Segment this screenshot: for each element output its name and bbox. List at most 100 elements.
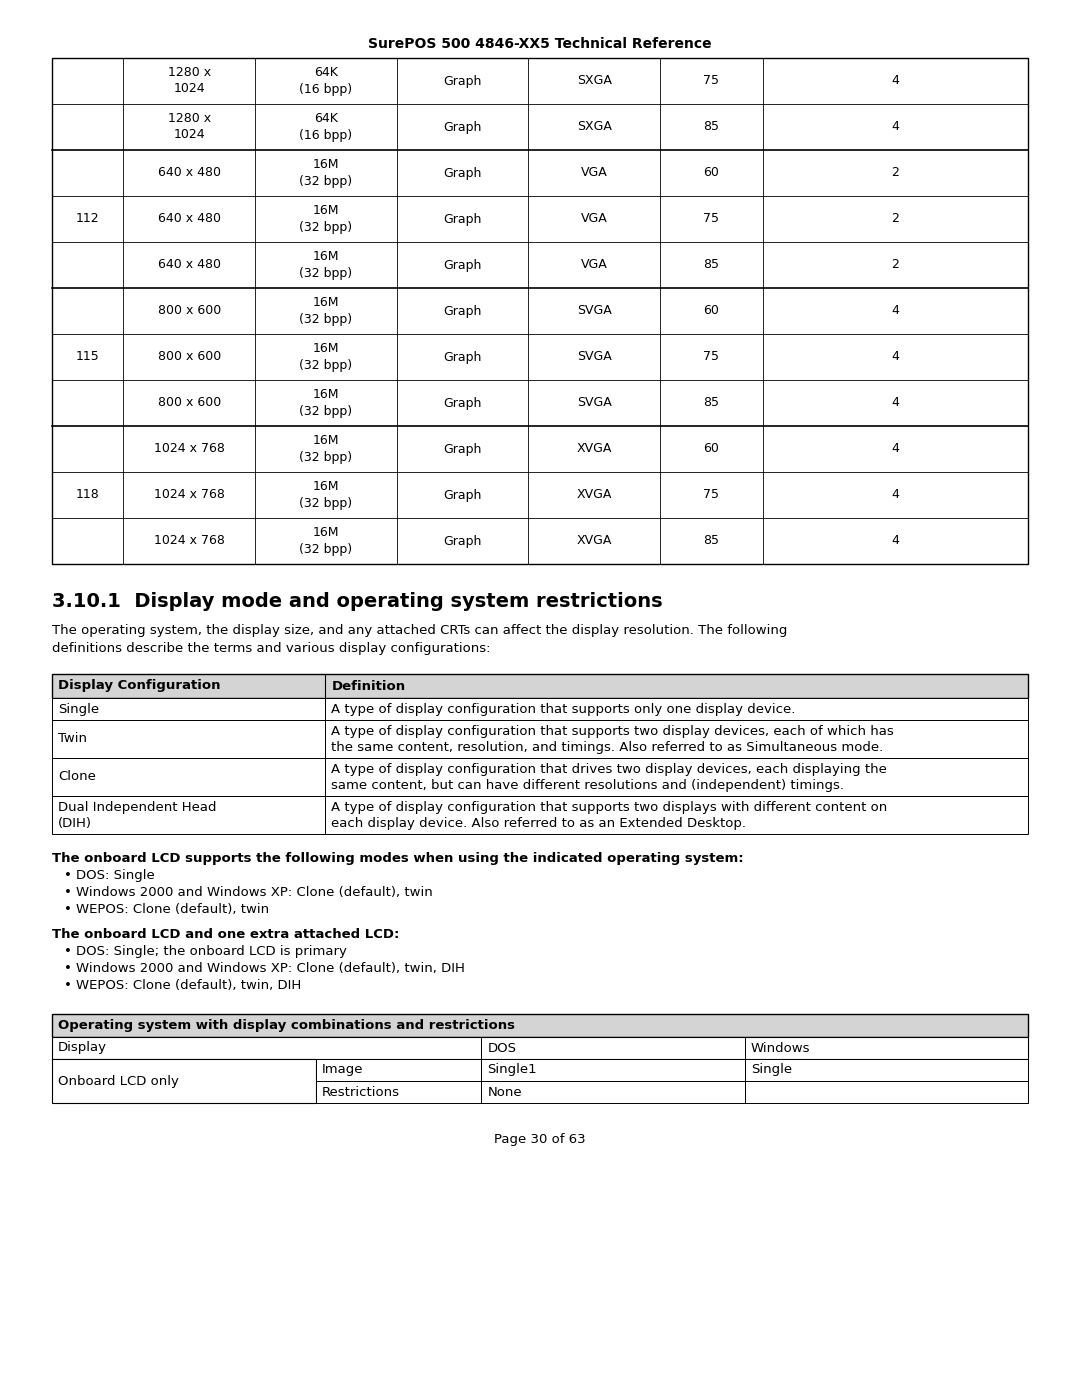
Text: •: • bbox=[64, 979, 72, 992]
Text: 85: 85 bbox=[703, 120, 719, 134]
Text: 16M
(32 bpp): 16M (32 bpp) bbox=[299, 250, 352, 279]
Text: 2: 2 bbox=[891, 258, 900, 271]
Text: 115: 115 bbox=[76, 351, 99, 363]
Bar bbox=[315, 1059, 482, 1081]
Text: Operating system with display combinations and restrictions: Operating system with display combinatio… bbox=[58, 1018, 515, 1032]
Text: 4: 4 bbox=[891, 489, 900, 502]
Text: Windows: Windows bbox=[751, 1042, 810, 1055]
Text: The onboard LCD supports the following modes when using the indicated operating : The onboard LCD supports the following m… bbox=[52, 852, 744, 865]
Bar bbox=[52, 796, 1028, 834]
Text: •: • bbox=[64, 902, 72, 916]
Text: Graph: Graph bbox=[443, 489, 482, 502]
Text: SVGA: SVGA bbox=[577, 397, 611, 409]
Text: Single: Single bbox=[58, 703, 99, 715]
Text: SVGA: SVGA bbox=[577, 305, 611, 317]
Text: 60: 60 bbox=[703, 166, 719, 179]
Bar bbox=[52, 59, 1028, 564]
Text: SXGA: SXGA bbox=[577, 74, 611, 88]
Text: 1280 x
1024: 1280 x 1024 bbox=[167, 113, 211, 141]
Text: Graph: Graph bbox=[443, 443, 482, 455]
Text: 640 x 480: 640 x 480 bbox=[158, 258, 220, 271]
Text: WEPOS: Clone (default), twin, DIH: WEPOS: Clone (default), twin, DIH bbox=[76, 979, 301, 992]
Text: 4: 4 bbox=[891, 535, 900, 548]
Bar bbox=[52, 1014, 1028, 1037]
Text: VGA: VGA bbox=[581, 166, 608, 179]
Text: None: None bbox=[487, 1085, 522, 1098]
Text: 85: 85 bbox=[703, 397, 719, 409]
Text: 75: 75 bbox=[703, 489, 719, 502]
Text: Single1: Single1 bbox=[487, 1063, 537, 1077]
Text: 4: 4 bbox=[891, 120, 900, 134]
Text: 60: 60 bbox=[703, 305, 719, 317]
Text: 2: 2 bbox=[891, 166, 900, 179]
Text: Windows 2000 and Windows XP: Clone (default), twin, DIH: Windows 2000 and Windows XP: Clone (defa… bbox=[76, 963, 464, 975]
Text: 1024 x 768: 1024 x 768 bbox=[153, 535, 225, 548]
Text: Single: Single bbox=[751, 1063, 792, 1077]
Bar bbox=[315, 1081, 482, 1104]
Bar bbox=[52, 673, 1028, 698]
Text: Dual Independent Head
(DIH): Dual Independent Head (DIH) bbox=[58, 800, 216, 830]
Bar bbox=[52, 698, 1028, 719]
Text: 64K
(16 bpp): 64K (16 bpp) bbox=[299, 67, 352, 95]
Text: 16M
(32 bpp): 16M (32 bpp) bbox=[299, 342, 352, 372]
Text: 800 x 600: 800 x 600 bbox=[158, 397, 220, 409]
Text: 112: 112 bbox=[76, 212, 99, 225]
Text: 85: 85 bbox=[703, 258, 719, 271]
Text: XVGA: XVGA bbox=[577, 535, 612, 548]
Bar bbox=[745, 1081, 1028, 1104]
Text: Graph: Graph bbox=[443, 535, 482, 548]
Text: VGA: VGA bbox=[581, 258, 608, 271]
Text: A type of display configuration that supports only one display device.: A type of display configuration that sup… bbox=[332, 703, 796, 715]
Text: 16M
(32 bpp): 16M (32 bpp) bbox=[299, 296, 352, 326]
Text: VGA: VGA bbox=[581, 212, 608, 225]
Text: Graph: Graph bbox=[443, 351, 482, 363]
Text: SXGA: SXGA bbox=[577, 120, 611, 134]
Bar bbox=[52, 1037, 1028, 1059]
Text: •: • bbox=[64, 944, 72, 958]
Text: 4: 4 bbox=[891, 305, 900, 317]
Text: 16M
(32 bpp): 16M (32 bpp) bbox=[299, 434, 352, 464]
Text: Page 30 of 63: Page 30 of 63 bbox=[495, 1133, 585, 1146]
Text: 800 x 600: 800 x 600 bbox=[158, 351, 220, 363]
Text: 1024 x 768: 1024 x 768 bbox=[153, 489, 225, 502]
Text: 4: 4 bbox=[891, 74, 900, 88]
Text: 75: 75 bbox=[703, 74, 719, 88]
Text: XVGA: XVGA bbox=[577, 489, 612, 502]
Text: 4: 4 bbox=[891, 351, 900, 363]
Text: 16M
(32 bpp): 16M (32 bpp) bbox=[299, 527, 352, 556]
Bar bbox=[482, 1059, 745, 1081]
Bar bbox=[52, 719, 1028, 759]
Text: Graph: Graph bbox=[443, 166, 482, 179]
Bar bbox=[52, 759, 1028, 796]
Text: 2: 2 bbox=[891, 212, 900, 225]
Text: 118: 118 bbox=[76, 489, 99, 502]
Text: DOS: DOS bbox=[487, 1042, 516, 1055]
Text: 16M
(32 bpp): 16M (32 bpp) bbox=[299, 204, 352, 233]
Text: 1024 x 768: 1024 x 768 bbox=[153, 443, 225, 455]
Text: 800 x 600: 800 x 600 bbox=[158, 305, 220, 317]
Text: 640 x 480: 640 x 480 bbox=[158, 212, 220, 225]
Text: WEPOS: Clone (default), twin: WEPOS: Clone (default), twin bbox=[76, 902, 269, 916]
Text: SurePOS 500 4846-XX5 Technical Reference: SurePOS 500 4846-XX5 Technical Reference bbox=[368, 36, 712, 52]
Text: 16M
(32 bpp): 16M (32 bpp) bbox=[299, 158, 352, 187]
Text: Graph: Graph bbox=[443, 305, 482, 317]
Text: Definition: Definition bbox=[332, 679, 405, 693]
Text: Restrictions: Restrictions bbox=[322, 1085, 400, 1098]
Text: DOS: Single; the onboard LCD is primary: DOS: Single; the onboard LCD is primary bbox=[76, 944, 347, 958]
Text: A type of display configuration that supports two display devices, each of which: A type of display configuration that sup… bbox=[332, 725, 894, 753]
Text: 60: 60 bbox=[703, 443, 719, 455]
Text: 1280 x
1024: 1280 x 1024 bbox=[167, 67, 211, 95]
Text: 16M
(32 bpp): 16M (32 bpp) bbox=[299, 388, 352, 418]
Text: 85: 85 bbox=[703, 535, 719, 548]
Text: 4: 4 bbox=[891, 397, 900, 409]
Text: The onboard LCD and one extra attached LCD:: The onboard LCD and one extra attached L… bbox=[52, 928, 400, 942]
Text: XVGA: XVGA bbox=[577, 443, 612, 455]
Bar bbox=[745, 1059, 1028, 1081]
Bar bbox=[52, 1059, 315, 1104]
Text: SVGA: SVGA bbox=[577, 351, 611, 363]
Text: Display: Display bbox=[58, 1042, 107, 1055]
Text: Windows 2000 and Windows XP: Clone (default), twin: Windows 2000 and Windows XP: Clone (defa… bbox=[76, 886, 433, 900]
Text: Display Configuration: Display Configuration bbox=[58, 679, 220, 693]
Text: 75: 75 bbox=[703, 212, 719, 225]
Text: Graph: Graph bbox=[443, 397, 482, 409]
